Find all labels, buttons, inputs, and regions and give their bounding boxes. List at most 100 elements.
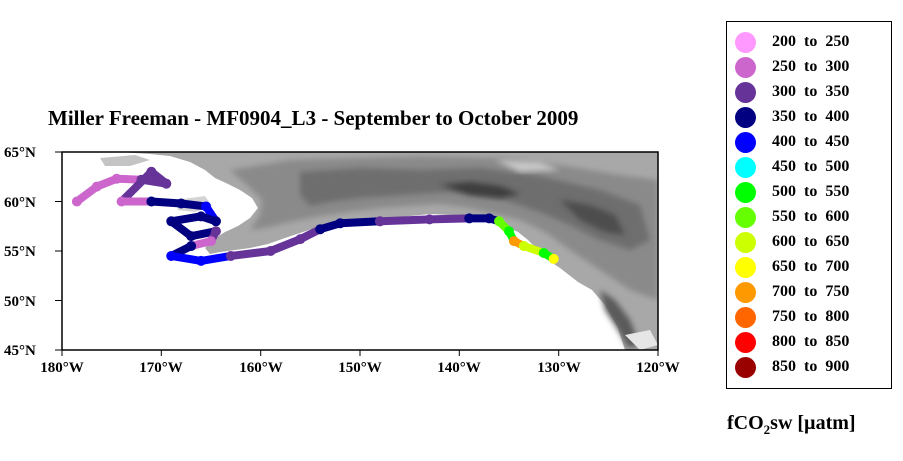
track-point: [508, 236, 519, 247]
legend-label: 200 to 250: [772, 33, 850, 50]
legend-swatch: [735, 131, 756, 153]
lon-label-160: 160°W: [239, 360, 283, 376]
track-point: [111, 173, 122, 184]
legend: 200 to 250 250 to 300 300 to 350 350 to 400…: [726, 21, 892, 389]
ship-track: [71, 166, 559, 266]
legend-item: 300 to 350: [735, 80, 849, 104]
track-point: [206, 236, 216, 247]
lon-label-120: 120°W: [636, 360, 680, 376]
legend-item: 200 to 250: [735, 30, 849, 54]
legend-units: fCO2sw [µatm]: [727, 412, 856, 438]
track-segment: [117, 167, 156, 206]
legend-item: 500 to 550: [735, 180, 849, 204]
legend-item: 350 to 400: [735, 105, 849, 129]
track-point: [176, 198, 187, 209]
track-point: [374, 216, 385, 227]
legend-swatch: [735, 231, 756, 253]
legend-swatch: [735, 106, 756, 128]
track-point: [464, 213, 475, 224]
track-point: [315, 224, 326, 235]
legend-swatch: [735, 356, 756, 378]
lat-label-45: 45°N: [4, 343, 36, 359]
track-point: [146, 196, 157, 207]
legend-label: 800 to 850: [772, 333, 850, 350]
legend-item: 600 to 650: [735, 230, 849, 254]
map-title: Miller Freeman - MF0904_L3 - September t…: [48, 106, 579, 130]
legend-label: 550 to 600: [772, 208, 850, 225]
lon-axis: 180°W 170°W 160°W 150°W 140°W 130°W 120°…: [40, 350, 680, 376]
track-point: [201, 201, 212, 212]
lat-label-65: 65°N: [4, 145, 36, 161]
legend-label: 350 to 400: [772, 108, 850, 125]
track-point: [186, 231, 197, 242]
track-point: [196, 255, 207, 266]
legend-label: 500 to 550: [772, 183, 850, 200]
legend-swatch: [735, 256, 756, 278]
legend-label: 400 to 450: [772, 133, 850, 150]
track-point: [91, 181, 102, 192]
track-segment: [197, 251, 235, 265]
lon-label-170: 170°W: [139, 360, 183, 376]
legend-item: 850 to 900: [735, 355, 849, 379]
track-point: [424, 214, 435, 225]
track-point: [146, 166, 157, 177]
legend-item: 650 to 700: [735, 255, 849, 279]
track-point: [186, 241, 197, 252]
legend-item: 550 to 600: [735, 205, 849, 229]
legend-label: 850 to 900: [772, 358, 850, 375]
track-segment: [336, 217, 384, 228]
track-point: [161, 178, 172, 189]
track-point: [196, 211, 207, 222]
legend-swatch: [735, 81, 756, 103]
track-segment: [425, 214, 474, 224]
track-point: [518, 241, 529, 252]
legend-label: 600 to 650: [772, 233, 850, 250]
legend-swatch: [735, 206, 756, 228]
units-rest: sw [µatm]: [770, 412, 856, 434]
lon-label-150: 150°W: [338, 360, 382, 376]
track-point: [538, 247, 549, 258]
legend-label: 750 to 800: [772, 308, 850, 325]
track-point: [71, 196, 82, 207]
track-point: [484, 213, 495, 224]
track-segment: [226, 247, 275, 260]
track-point: [504, 226, 514, 237]
legend-item: 700 to 750: [735, 280, 849, 304]
legend-label: 250 to 300: [772, 58, 850, 75]
legend-swatch: [735, 281, 756, 303]
track-point: [295, 234, 306, 245]
lat-label-60: 60°N: [4, 195, 36, 211]
lon-label-140: 140°W: [437, 360, 481, 376]
legend-swatch: [735, 156, 756, 178]
legend-label: 450 to 500: [772, 158, 850, 175]
track-point: [116, 196, 127, 207]
legend-item: 450 to 500: [735, 155, 849, 179]
legend-swatch: [735, 306, 756, 328]
units-main: fCO: [727, 412, 764, 434]
legend-swatch: [735, 56, 756, 78]
lon-label-130: 130°W: [537, 360, 581, 376]
track-point: [265, 246, 276, 256]
track-point: [136, 174, 147, 185]
lon-label-180: 180°W: [40, 360, 84, 376]
legend-item: 750 to 800: [735, 305, 849, 329]
track-point: [166, 216, 177, 227]
legend-label: 700 to 750: [772, 283, 850, 300]
track-point: [548, 253, 559, 264]
track-point: [210, 216, 221, 227]
units-sub: 2: [763, 422, 771, 437]
lat-axis: 65°N 60°N 55°N 50°N 45°N: [4, 145, 62, 359]
legend-label: 300 to 350: [772, 83, 850, 100]
track-segment: [167, 251, 206, 265]
legend-label: 650 to 700: [772, 258, 850, 275]
track-point: [166, 250, 177, 261]
lat-label-50: 50°N: [4, 294, 36, 310]
track-point: [225, 250, 236, 261]
track-segment: [266, 235, 305, 255]
track-segment: [375, 215, 434, 226]
track-point: [335, 218, 346, 229]
legend-swatch: [735, 331, 756, 353]
legend-item: 250 to 300: [735, 55, 849, 79]
legend-item: 800 to 850: [735, 330, 849, 354]
